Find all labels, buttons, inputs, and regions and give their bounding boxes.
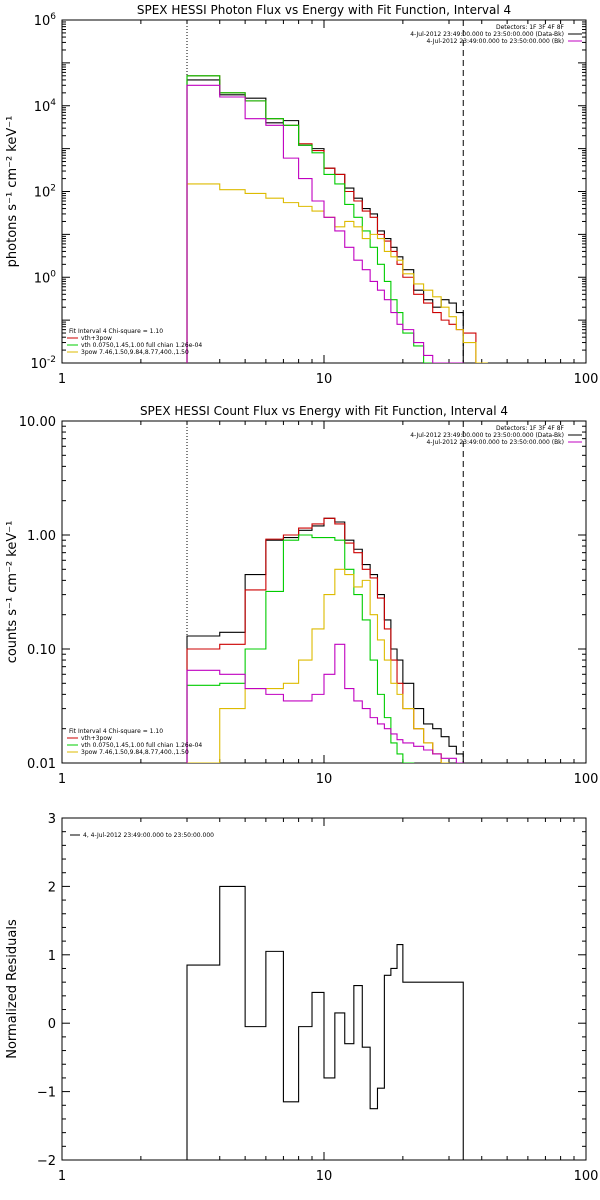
y-tick-label: 0.10 [27,643,56,658]
x-tick-label: 10 [316,772,333,787]
x-tick-label: 100 [574,372,599,387]
series-line-2 [186,534,415,763]
y-tick-label: 0.01 [27,757,56,772]
y-tick-label: 102 [34,184,56,201]
y-tick-label: 1.00 [27,529,56,544]
series-line-1 [186,517,450,763]
series-line-4 [186,84,464,363]
y-axis-label: counts s⁻¹ cm⁻² keV⁻¹ [5,521,20,664]
legend-topright-entry: 4-Jul-2012 23:49:00.000 to 23:50:00.000 … [426,439,564,446]
legend-entry: vth+3pow [81,735,112,742]
y-tick-label: 0 [48,1017,56,1032]
series-line-2 [186,75,434,363]
plot-frame [61,420,587,764]
y-tick-label: 3 [48,812,56,827]
y-tick-label: −1 [37,1086,56,1101]
legend-topright-entry: 4-Jul-2012 23:49:00.000 to 23:50:00.000 … [410,432,564,439]
x-tick-label: 1 [58,1169,66,1184]
x-tick-label: 10 [316,372,333,387]
legend-entry: vth 0.0750,1.45,1.00 full chian 1.26e-04 [81,342,202,349]
y-tick-label: 2 [48,880,56,895]
x-tick-label: 10 [316,1169,333,1184]
series-line-3 [186,568,450,763]
chart-title: SPEX HESSI Count Flux vs Energy with Fit… [140,404,508,418]
legend-topright-entry: Detectors: 1F 3F 4F 8F [496,24,565,31]
legend-topright-entry: 4-Jul-2012 23:49:00.000 to 23:50:00.000 … [426,38,564,45]
y-tick-label: 10-2 [30,355,56,372]
y-tick-label: 1 [48,949,56,964]
legend-entry: Fit Interval 4 Chi-square = 1.10 [69,728,163,735]
y-tick-label: 106 [34,12,57,29]
x-tick-label: 1 [58,372,66,387]
series-line-1 [186,75,477,363]
y-axis-label: photons s⁻¹ cm⁻² keV⁻¹ [5,116,20,268]
legend-entry: 3pow 7.46,1.50,9.84,8.77,400.,1.50 [81,349,189,356]
x-tick-label: 100 [574,772,599,787]
y-tick-label: 10.00 [19,415,56,430]
legend-entry: 3pow 7.46,1.50,9.84,8.77,400.,1.50 [81,749,189,756]
legend-topright-entry: 4-Jul-2012 23:49:00.000 to 23:50:00.000 … [410,31,564,38]
y-tick-label: 100 [34,269,57,286]
legend-entry: vth+3pow [81,335,112,342]
chart-title: SPEX HESSI Photon Flux vs Energy with Fi… [137,3,511,17]
series-group [186,75,488,363]
x-tick-label: 1 [58,772,66,787]
plot-frame [61,817,587,1161]
plot-frame [61,19,587,364]
series-line-3 [186,183,488,363]
series-line-0 [186,885,464,1160]
legend-entry: Fit Interval 4 Chi-square = 1.10 [69,328,163,335]
legend-entry: vth 0.0750,1.45,1.00 full chian 1.26e-04 [81,742,202,749]
y-tick-label: 104 [34,98,57,115]
series-group [186,517,464,763]
y-axis-label: Normalized Residuals [5,919,20,1059]
series-line-0 [186,517,464,763]
y-tick-label: −2 [37,1154,56,1169]
x-tick-label: 100 [574,1169,599,1184]
legend-topright-entry: Detectors: 1F 3F 4F 8F [496,425,565,432]
series-line-0 [186,79,464,363]
series-group [186,885,464,1160]
series-line-4 [186,643,464,763]
legend-entry: 4, 4-Jul-2012 23:49:00.000 to 23:50:00.0… [83,832,214,839]
